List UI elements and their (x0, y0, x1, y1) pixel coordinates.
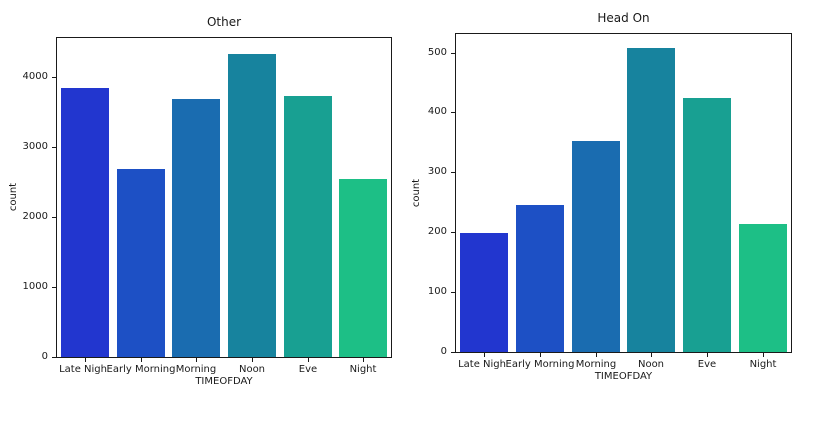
x-tick-mark (651, 353, 652, 357)
x-tick-mark (540, 353, 541, 357)
x-tick-label: Late Night (458, 359, 510, 371)
x-tick-label: Night (749, 359, 777, 371)
y-tick-label: 100 (427, 286, 447, 297)
y-tick-mark (451, 112, 455, 113)
x-tick-label: Noon (238, 364, 266, 376)
chart-title: Other (206, 15, 242, 29)
x-tick-mark (308, 358, 309, 362)
x-tick-mark (141, 358, 142, 362)
x-tick-mark (763, 353, 764, 357)
y-tick-label: 2000 (22, 211, 48, 222)
x-tick-label: Late Night (59, 364, 111, 376)
bar-morning (172, 99, 220, 357)
bar-late-night (61, 88, 109, 357)
bar-early-morning (516, 205, 564, 352)
bar-night (339, 179, 387, 357)
y-tick-mark (451, 352, 455, 353)
y-tick-mark (451, 172, 455, 173)
y-tick-mark (52, 217, 56, 218)
y-tick-label: 3000 (22, 141, 48, 152)
x-tick-label: Noon (637, 359, 665, 371)
y-tick-mark (451, 292, 455, 293)
x-tick-label: Night (349, 364, 377, 376)
y-tick-label: 1000 (22, 281, 48, 292)
bar-eve (683, 98, 731, 352)
y-tick-label: 500 (427, 47, 447, 58)
bar-noon (627, 48, 675, 352)
bar-morning (572, 141, 620, 352)
y-tick-label: 200 (427, 226, 447, 237)
x-tick-label: Morning (175, 364, 217, 376)
bar-noon (228, 54, 276, 357)
bar-late-night (460, 233, 508, 352)
x-tick-label: Early Morning (505, 359, 575, 371)
x-tick-mark (196, 358, 197, 362)
y-tick-label: 400 (427, 106, 447, 117)
x-tick-mark (596, 353, 597, 357)
x-tick-label: Eve (298, 364, 318, 376)
y-tick-mark (52, 357, 56, 358)
bar-eve (284, 96, 332, 357)
x-tick-mark (707, 353, 708, 357)
bar-night (739, 224, 787, 352)
x-axis-label: TIMEOFDAY (195, 376, 253, 387)
bar-early-morning (117, 169, 165, 357)
y-tick-label: 300 (427, 166, 447, 177)
x-tick-label: Early Morning (106, 364, 176, 376)
y-tick-mark (52, 147, 56, 148)
x-tick-label: Eve (697, 359, 717, 371)
y-tick-label: 0 (440, 346, 447, 357)
y-tick-mark (451, 232, 455, 233)
x-tick-label: Morning (575, 359, 617, 371)
x-tick-mark (252, 358, 253, 362)
chart-title: Head On (597, 11, 650, 25)
x-tick-mark (363, 358, 364, 362)
plot-area (455, 33, 792, 353)
y-tick-label: 4000 (22, 71, 48, 82)
y-tick-label: 0 (41, 351, 48, 362)
plot-area (56, 37, 392, 358)
y-tick-mark (52, 287, 56, 288)
x-axis-label: TIMEOFDAY (594, 371, 653, 382)
x-tick-mark (484, 353, 485, 357)
y-tick-mark (451, 53, 455, 54)
x-tick-mark (85, 358, 86, 362)
y-tick-mark (52, 77, 56, 78)
